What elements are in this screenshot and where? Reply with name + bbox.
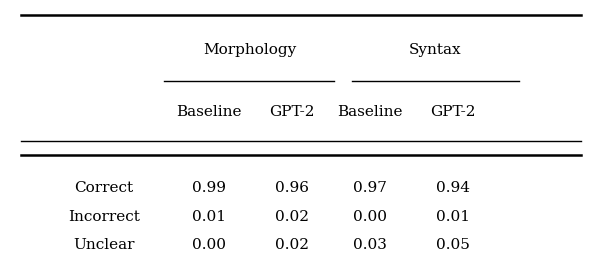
Text: 0.00: 0.00 xyxy=(353,210,386,224)
Text: Syntax: Syntax xyxy=(409,43,462,57)
Text: 0.05: 0.05 xyxy=(436,238,470,252)
Text: Baseline: Baseline xyxy=(176,105,241,119)
Text: 0.96: 0.96 xyxy=(275,181,309,195)
Text: Baseline: Baseline xyxy=(337,105,402,119)
Text: GPT-2: GPT-2 xyxy=(269,105,315,119)
Text: 0.94: 0.94 xyxy=(436,181,470,195)
Text: Unclear: Unclear xyxy=(73,238,135,252)
Text: 0.01: 0.01 xyxy=(191,210,226,224)
Text: 0.97: 0.97 xyxy=(353,181,386,195)
Text: 0.02: 0.02 xyxy=(275,238,309,252)
Text: Morphology: Morphology xyxy=(203,43,297,57)
Text: Incorrect: Incorrect xyxy=(68,210,140,224)
Text: 0.00: 0.00 xyxy=(191,238,226,252)
Text: 0.99: 0.99 xyxy=(191,181,226,195)
Text: 0.02: 0.02 xyxy=(275,210,309,224)
Text: Correct: Correct xyxy=(75,181,134,195)
Text: GPT-2: GPT-2 xyxy=(430,105,476,119)
Text: 0.03: 0.03 xyxy=(353,238,386,252)
Text: 0.01: 0.01 xyxy=(436,210,470,224)
